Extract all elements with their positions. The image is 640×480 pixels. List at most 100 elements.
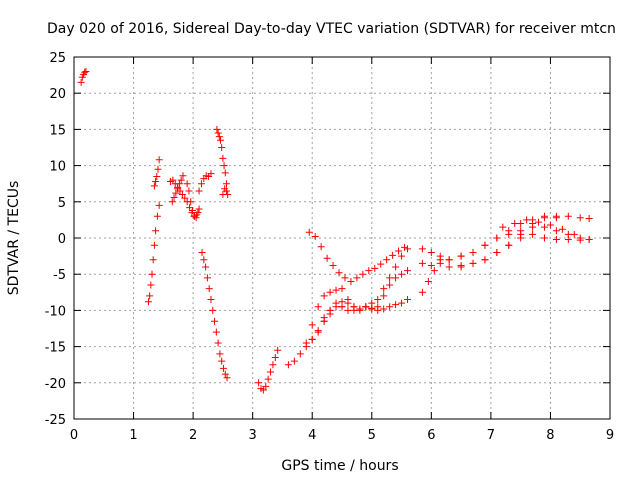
- data-point: [82, 67, 90, 75]
- data-point: [153, 212, 161, 220]
- y-tick-label: 25: [49, 51, 66, 66]
- data-point: [218, 357, 226, 365]
- data-point: [152, 227, 160, 235]
- data-point: [255, 379, 263, 387]
- data-point: [585, 235, 593, 243]
- data-point: [222, 180, 230, 188]
- data-point: [392, 274, 400, 282]
- data-point: [218, 144, 226, 151]
- grid: [74, 57, 610, 419]
- data-point: [505, 227, 513, 235]
- data-point: [179, 172, 187, 180]
- data-point: [216, 350, 224, 358]
- data-point: [320, 292, 328, 300]
- data-point: [223, 374, 231, 382]
- data-point: [576, 214, 584, 222]
- data-point: [305, 228, 313, 236]
- data-point: [326, 306, 334, 314]
- x-axis-label: GPS time / hours: [281, 458, 398, 474]
- data-point: [192, 214, 200, 222]
- data-point: [398, 299, 406, 307]
- data-point: [314, 328, 322, 336]
- y-tick-label: 5: [58, 196, 66, 211]
- data-point: [284, 361, 292, 369]
- data-point: [353, 274, 361, 282]
- data-point: [517, 230, 525, 238]
- data-point: [576, 236, 584, 244]
- data-point: [430, 267, 438, 275]
- data-point: [149, 256, 157, 264]
- data-point: [380, 285, 388, 293]
- data-point: [335, 269, 343, 277]
- data-point: [418, 288, 426, 296]
- x-tick-labels: 0 1 2 3 4 5 6 7 8 9: [70, 428, 614, 443]
- data-point: [205, 285, 213, 293]
- series-arc-p: [338, 296, 412, 314]
- data-point: [290, 357, 298, 365]
- data-point: [469, 259, 477, 267]
- series-arc-d: [166, 176, 203, 220]
- data-point: [374, 296, 382, 304]
- data-point: [332, 299, 340, 307]
- y-tick-label: -5: [53, 268, 66, 283]
- data-point: [552, 227, 560, 235]
- data-point: [147, 281, 155, 289]
- y-tick-label: -15: [45, 341, 66, 356]
- x-tick-label: 6: [427, 428, 435, 443]
- series-arc-l: [284, 298, 346, 369]
- data-point: [221, 169, 229, 177]
- data-point: [148, 270, 156, 278]
- x-tick-label: 5: [368, 428, 376, 443]
- data-point: [356, 305, 364, 313]
- data-points: [77, 67, 593, 394]
- data-point: [219, 154, 227, 162]
- data-point: [389, 251, 397, 259]
- data-point: [146, 292, 154, 300]
- data-point: [271, 353, 279, 361]
- data-point: [200, 256, 208, 264]
- data-point: [186, 204, 194, 212]
- x-tick-label: 1: [129, 428, 137, 443]
- data-point: [259, 386, 267, 394]
- data-point: [326, 288, 334, 296]
- data-point: [401, 243, 409, 251]
- y-tick-label: -10: [45, 304, 66, 319]
- data-point: [314, 303, 322, 311]
- data-point: [481, 256, 489, 264]
- data-point: [511, 220, 519, 228]
- y-tick-label: 0: [58, 232, 66, 247]
- series-arc-r: [418, 212, 593, 270]
- data-point: [380, 292, 388, 300]
- data-point: [221, 370, 229, 378]
- data-point: [215, 133, 223, 141]
- data-point: [174, 185, 182, 193]
- y-axis-label: SDTVAR / TECUs: [6, 181, 22, 296]
- data-point: [535, 218, 543, 226]
- data-point: [311, 233, 319, 241]
- series-arc-i: [219, 185, 230, 199]
- data-point: [220, 162, 228, 170]
- data-point: [195, 187, 203, 195]
- data-point: [274, 346, 282, 354]
- data-point: [499, 223, 507, 231]
- data-point: [317, 243, 325, 251]
- data-point: [457, 252, 465, 260]
- data-point: [341, 274, 349, 282]
- x-tick-label: 4: [308, 428, 316, 443]
- x-tick-label: 7: [487, 428, 495, 443]
- data-point: [404, 296, 412, 304]
- data-point: [155, 201, 163, 209]
- data-point: [197, 180, 205, 188]
- data-point: [427, 248, 435, 256]
- series-arc-k: [255, 346, 282, 394]
- data-point: [329, 262, 337, 270]
- x-tick-label: 9: [606, 428, 614, 443]
- data-point: [222, 187, 230, 195]
- data-point: [540, 223, 548, 231]
- data-point: [350, 306, 358, 314]
- series-arc-n: [305, 228, 409, 285]
- data-point: [552, 235, 560, 243]
- data-point: [418, 245, 426, 253]
- series-arc-o: [320, 267, 412, 322]
